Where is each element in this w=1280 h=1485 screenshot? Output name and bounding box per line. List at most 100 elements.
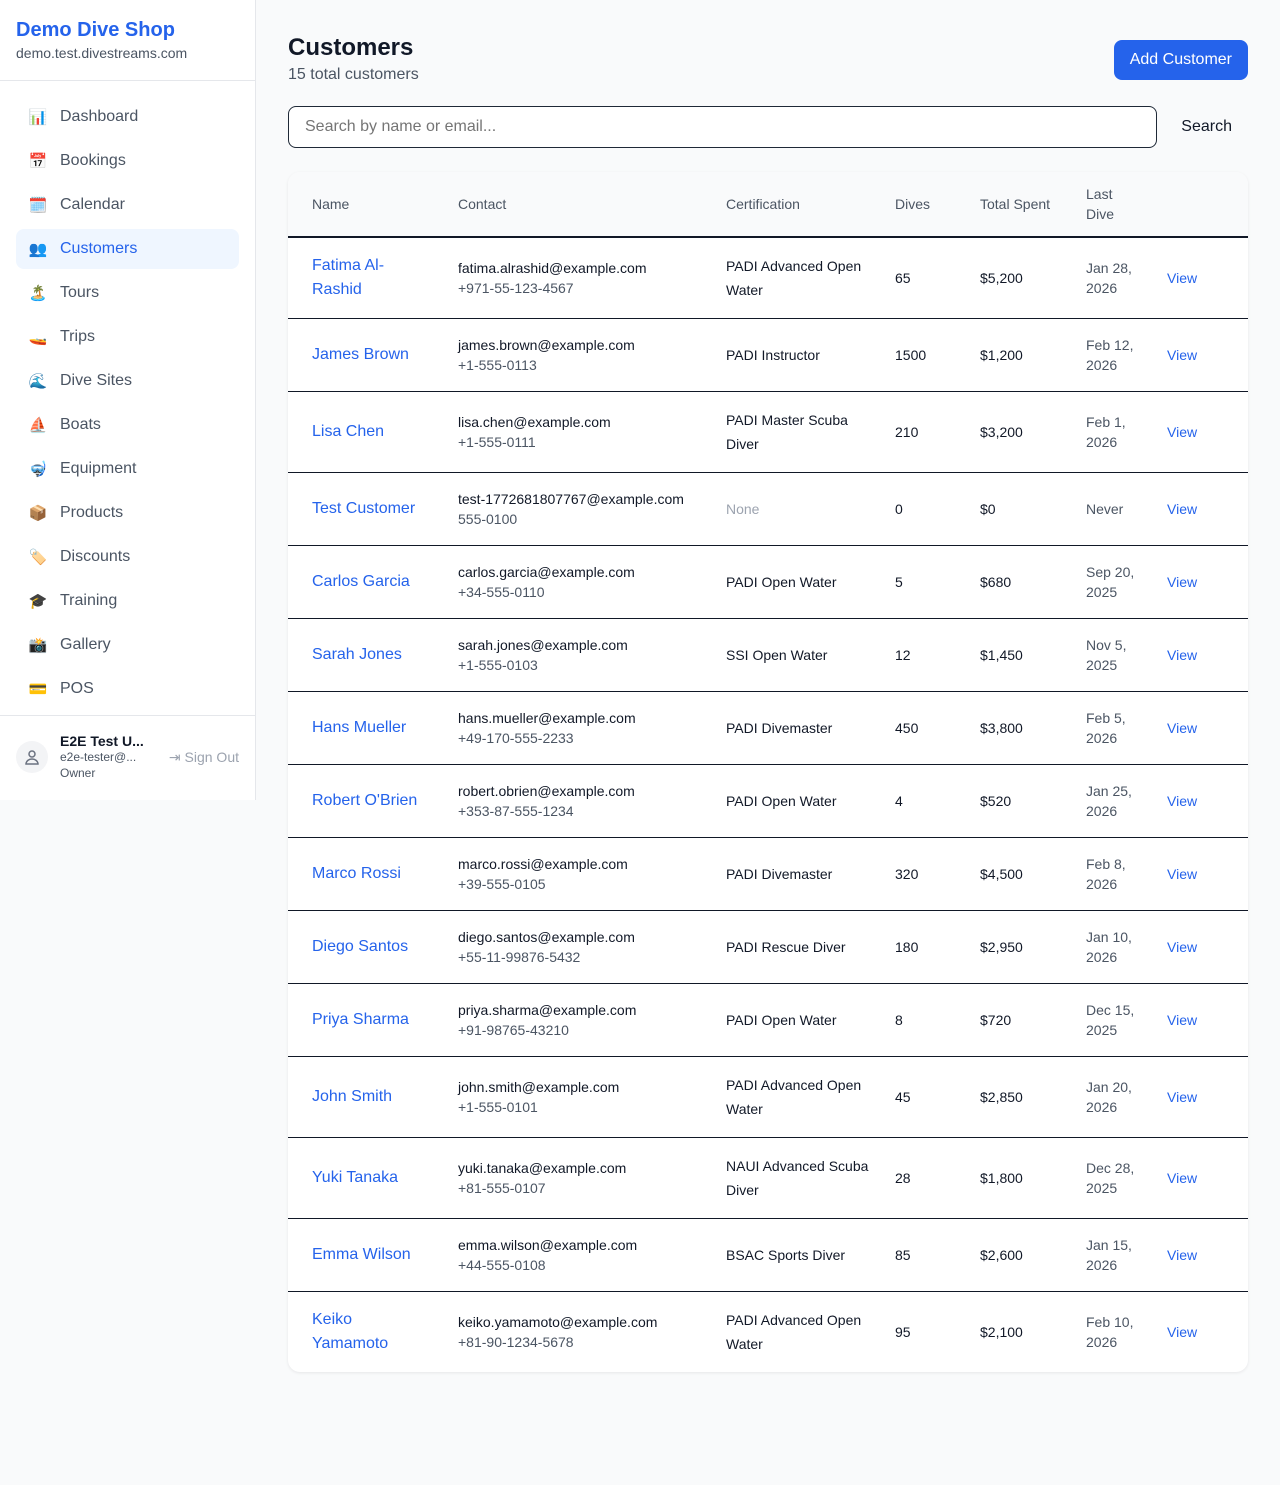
search-input[interactable] <box>288 106 1158 148</box>
view-link[interactable]: View <box>1167 1324 1198 1340</box>
total-spent: $3,800 <box>980 691 1086 765</box>
sidebar-item-boats[interactable]: ⛵ Boats <box>16 405 239 445</box>
dives: 320 <box>895 837 980 911</box>
total-spent: $1,800 <box>980 1137 1086 1219</box>
sidebar-item-pos[interactable]: 💳 POS <box>16 669 239 709</box>
customer-name-link[interactable]: John Smith <box>288 1056 458 1138</box>
sidebar-item-label: Customers <box>60 240 138 257</box>
dives: 180 <box>895 910 980 984</box>
sidebar-item-products[interactable]: 📦 Products <box>16 493 239 533</box>
sidebar-item-discounts[interactable]: 🏷️ Discounts <box>16 537 239 577</box>
customers-table: Name Contact Certification Dives Total Spent… <box>288 172 1248 1372</box>
view-link[interactable]: View <box>1167 910 1248 984</box>
search-button[interactable]: Search <box>1157 118 1248 136</box>
customer-email: yuki.tanaka@example.com <box>458 1160 627 1176</box>
dives: 12 <box>895 618 980 692</box>
sidebar-item-training[interactable]: 🎓 Training <box>16 581 239 621</box>
calendar-icon: 🗓️ <box>28 197 48 214</box>
certification: PADI Divemaster <box>726 837 895 911</box>
dives: 4 <box>895 764 980 838</box>
view-link[interactable]: View <box>1167 618 1248 692</box>
customer-phone: +34-555-0110 <box>458 584 545 600</box>
customer-name-link[interactable]: Marco Rossi <box>288 837 458 911</box>
view-link[interactable]: View <box>1167 1056 1248 1138</box>
customer-name-link[interactable]: Diego Santos <box>288 910 458 984</box>
total-spent: $2,850 <box>980 1056 1086 1138</box>
pos-icon: 💳 <box>28 681 48 698</box>
sidebar: Demo Dive Shop demo.test.divestreams.com… <box>0 0 256 800</box>
customer-phone: +55-11-99876-5432 <box>458 949 581 965</box>
customer-name-link[interactable]: Emma Wilson <box>288 1218 458 1292</box>
customer-name-link[interactable]: Robert O'Brien <box>288 764 458 838</box>
sidebar-item-bookings[interactable]: 📅 Bookings <box>16 141 239 181</box>
sidebar-item-calendar[interactable]: 🗓️ Calendar <box>16 185 239 225</box>
certification: PADI Rescue Diver <box>726 910 895 984</box>
last-dive: Feb 8, 2026 <box>1086 837 1167 911</box>
sidebar-item-trips[interactable]: 🚤 Trips <box>16 317 239 357</box>
customer-name-link[interactable]: Test Customer <box>288 472 458 546</box>
dives: 0 <box>895 472 980 546</box>
sidebar-item-dive-sites[interactable]: 🌊 Dive Sites <box>16 361 239 401</box>
view-link[interactable]: View <box>1167 472 1248 546</box>
sidebar-item-gallery[interactable]: 📸 Gallery <box>16 625 239 665</box>
customer-name-link[interactable]: Hans Mueller <box>288 691 458 765</box>
sign-out-label: Sign Out <box>184 748 239 765</box>
sidebar-item-equipment[interactable]: 🤿 Equipment <box>16 449 239 489</box>
view-link[interactable]: View <box>1167 983 1248 1057</box>
dives: 28 <box>895 1137 980 1219</box>
view-link[interactable]: View <box>1167 837 1248 911</box>
sidebar-item-label: Calendar <box>60 196 125 213</box>
column-header: Certification <box>726 172 895 238</box>
column-header: Total Spent <box>980 172 1086 238</box>
view-link[interactable]: View <box>1167 1137 1248 1219</box>
last-dive: Feb 5, 2026 <box>1086 691 1167 765</box>
customer-name-link[interactable]: Lisa Chen <box>288 391 458 473</box>
customers-table-card: Name Contact Certification Dives Total Spent… <box>288 172 1248 1372</box>
certification: NAUI Advanced Scuba Diver <box>726 1137 895 1219</box>
last-dive: Feb 1, 2026 <box>1086 391 1167 473</box>
view-link[interactable]: View <box>1167 545 1248 619</box>
customer-email: test-1772681807767@example.com <box>458 491 684 507</box>
add-customer-button[interactable]: Add Customer <box>1113 40 1248 80</box>
customer-name-link[interactable]: Keiko Yamamoto <box>312 1311 389 1352</box>
sidebar-item-customers[interactable]: 👥 Customers <box>16 229 239 269</box>
sign-out-button[interactable]: ⇥ Sign Out <box>169 749 239 766</box>
sidebar-item-label: Tours <box>60 284 100 301</box>
sidebar-item-tours[interactable]: 🏝️ Tours <box>16 273 239 313</box>
view-link[interactable]: View <box>1167 764 1248 838</box>
customer-name-link[interactable]: Priya Sharma <box>288 983 458 1057</box>
customer-email: robert.obrien@example.com <box>458 783 635 799</box>
table-row: Test Customer test-1772681807767@example… <box>288 472 1248 546</box>
view-link[interactable]: View <box>1167 237 1248 319</box>
user-icon <box>16 741 48 773</box>
discounts-icon: 🏷️ <box>28 549 48 566</box>
customer-name-link[interactable]: James Brown <box>288 318 458 392</box>
view-link[interactable]: View <box>1167 391 1248 473</box>
total-spent: $720 <box>980 983 1086 1057</box>
dive-sites-icon: 🌊 <box>28 373 48 390</box>
sidebar-item-dashboard[interactable]: 📊 Dashboard <box>16 97 239 137</box>
view-link[interactable]: View <box>1167 691 1248 765</box>
sidebar-item-label: Training <box>60 592 118 609</box>
view-link[interactable]: View <box>1167 1218 1248 1292</box>
brand: Demo Dive Shop demo.test.divestreams.com <box>0 0 255 81</box>
shop-name[interactable]: Demo Dive Shop <box>16 19 175 41</box>
contact-cell: priya.sharma@example.com +91-98765-43210 <box>458 983 726 1057</box>
last-dive: Nov 5, 2025 <box>1086 618 1167 692</box>
table-row: John Smith john.smith@example.com +1-555-… <box>288 1056 1248 1138</box>
sidebar-item-label: Bookings <box>60 152 126 169</box>
contact-cell: fatima.alrashid@example.com +971-55-123-4… <box>458 237 726 319</box>
contact-cell: sarah.jones@example.com +1-555-0103 <box>458 618 726 692</box>
customer-name-link[interactable]: Carlos Garcia <box>288 545 458 619</box>
last-dive: Jan 10, 2026 <box>1086 910 1167 984</box>
last-dive: Jan 28, 2026 <box>1086 237 1167 319</box>
customer-name-link[interactable]: Yuki Tanaka <box>288 1137 458 1219</box>
total-spent: $4,500 <box>980 837 1086 911</box>
dives: 65 <box>895 237 980 319</box>
contact-cell: marco.rossi@example.com +39-555-0105 <box>458 837 726 911</box>
customer-name-link[interactable]: Fatima Al-Rashid <box>288 237 458 319</box>
column-header: Last Dive <box>1086 172 1167 238</box>
certification: PADI Instructor <box>726 318 895 392</box>
view-link[interactable]: View <box>1167 318 1248 392</box>
customer-name-link[interactable]: Sarah Jones <box>288 618 458 692</box>
